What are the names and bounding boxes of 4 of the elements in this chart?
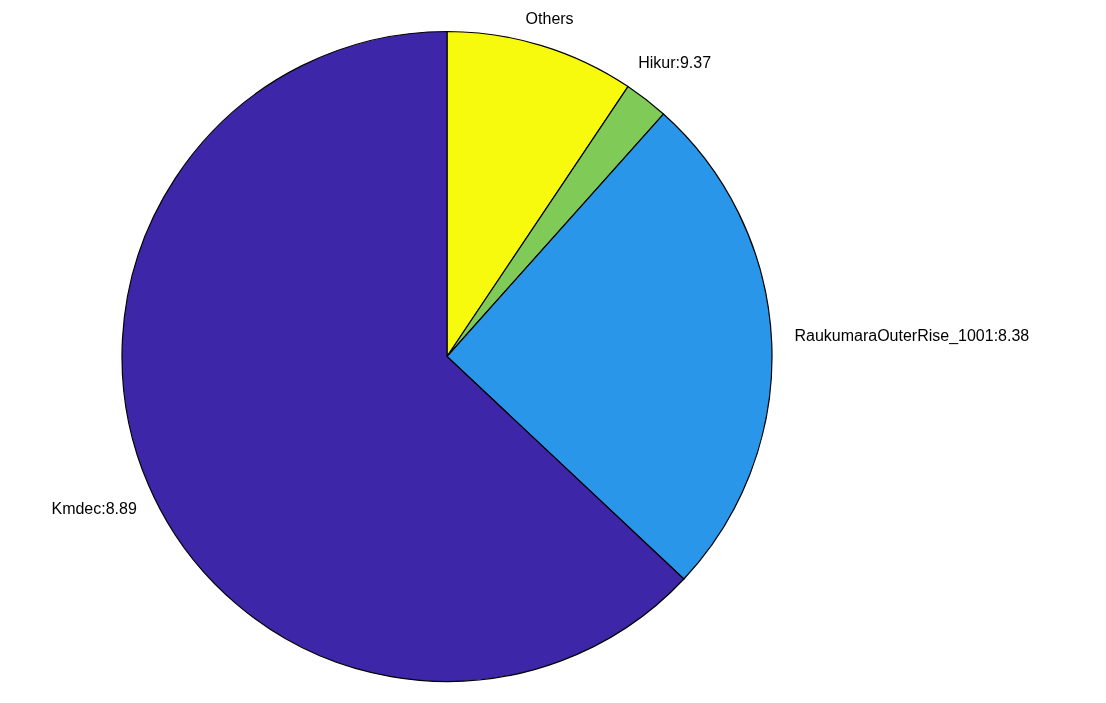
slice-label: RaukumaraOuterRise_1001:8.38: [794, 327, 1030, 346]
slice-label: Others: [525, 10, 574, 28]
slice-label: Hikur:9.37: [638, 54, 712, 72]
slice-label: Kmdec:8.89: [51, 500, 137, 518]
